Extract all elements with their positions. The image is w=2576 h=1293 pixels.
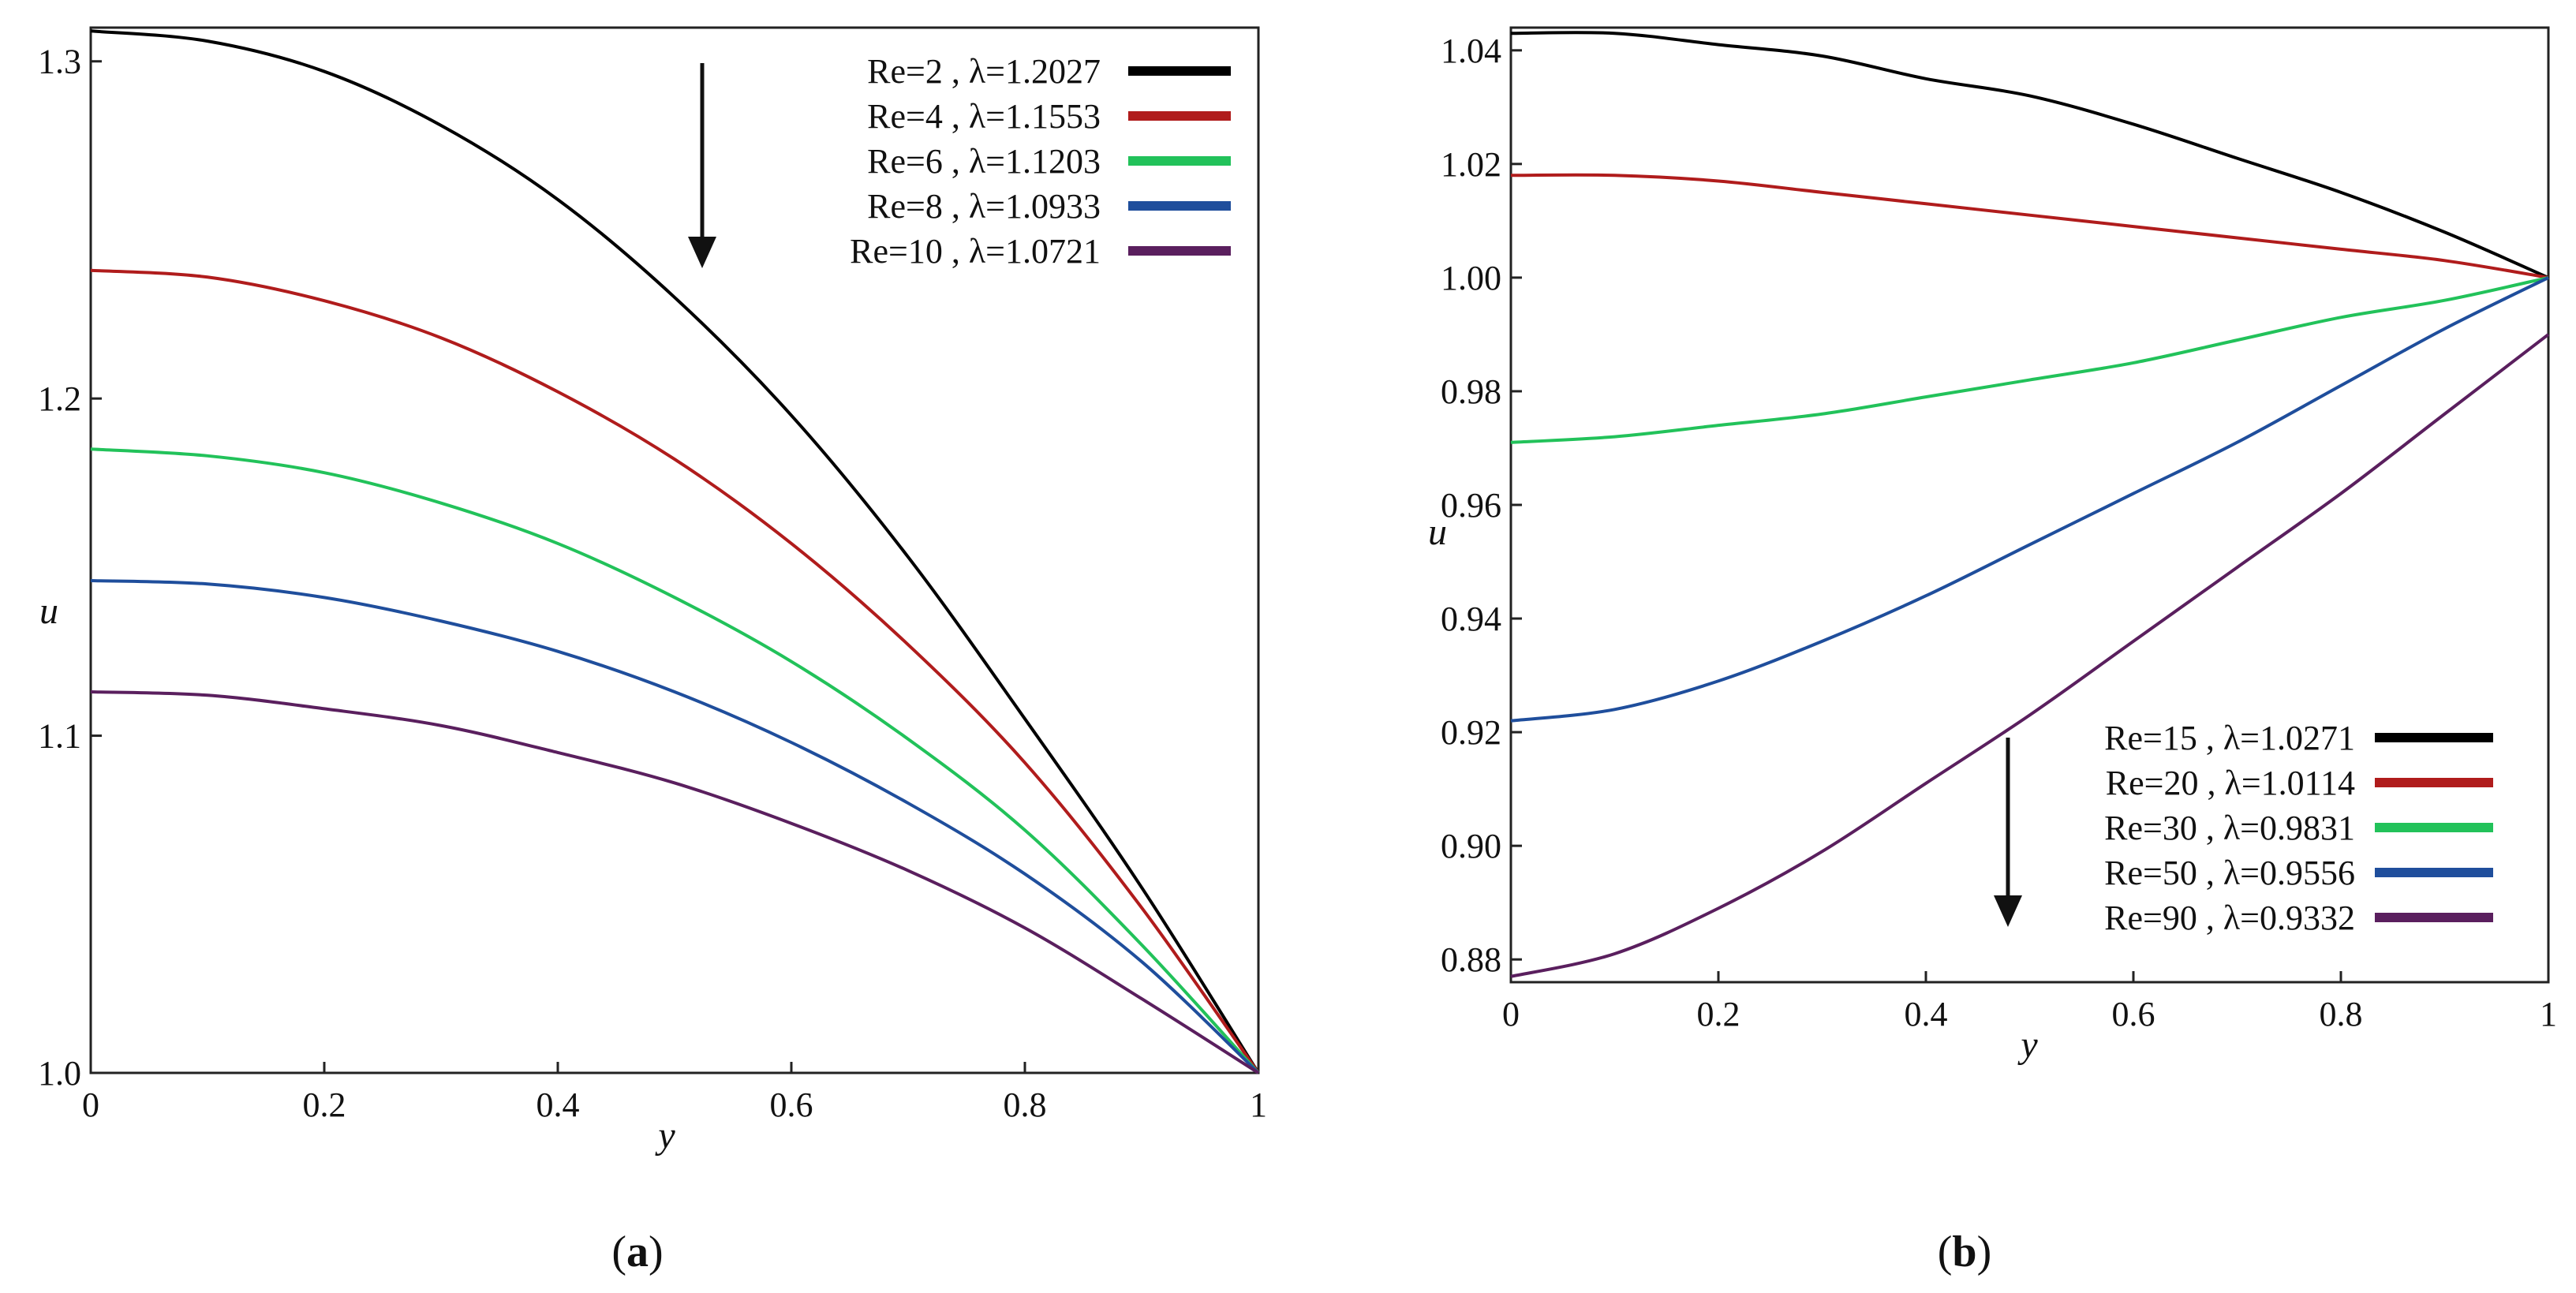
legend-label: Re=2 , λ=1.2027 xyxy=(867,52,1101,91)
x-tick-label: 0.2 xyxy=(1697,995,1740,1033)
series-line-re-50 xyxy=(1510,276,2549,723)
legend-label: Re=90 , λ=0.9332 xyxy=(2104,899,2355,937)
x-axis-label: y xyxy=(654,1115,675,1157)
y-tick-label: 1.04 xyxy=(1441,32,1501,70)
legend: Re=2 , λ=1.2027 Re=4 , λ=1.1553 Re=6 , λ=1… xyxy=(850,52,1231,271)
x-tick-label: 0 xyxy=(1502,995,1520,1033)
y-axis-label: u xyxy=(1428,511,1447,553)
series-lines xyxy=(90,29,1260,1074)
y-tick-label: 1.3 xyxy=(38,43,81,81)
legend-label: Re=10 , λ=1.0721 xyxy=(850,232,1101,271)
x-tick-label: 0 xyxy=(82,1086,99,1124)
series-line-re-30 xyxy=(1510,275,2549,444)
caption-b: (b) xyxy=(1938,1228,1991,1276)
y-axis-label: u xyxy=(39,590,58,632)
y-tick-label: 0.92 xyxy=(1441,713,1501,752)
y-tick-label: 0.96 xyxy=(1441,486,1501,525)
x-tick-label: 0.4 xyxy=(537,1086,580,1124)
x-tick-label: 0.6 xyxy=(2112,995,2155,1033)
panel-a-chart: 0 0.2 0.4 0.6 0.8 1 1.0 1.1 1.2 1.3 y u Re=2 , λ… xyxy=(38,26,1267,1276)
series-line-re-10 xyxy=(90,690,1260,1074)
legend-label: Re=30 , λ=0.9831 xyxy=(2104,809,2355,847)
y-tick-label: 0.94 xyxy=(1441,600,1501,638)
x-tick-label: 0.2 xyxy=(303,1086,346,1124)
trend-arrow xyxy=(688,63,716,268)
legend-label: Re=20 , λ=1.0114 xyxy=(2106,764,2355,802)
series-line-re-6 xyxy=(90,447,1260,1074)
y-tick-label: 1.00 xyxy=(1441,259,1501,297)
y-tick-label: 1.0 xyxy=(38,1054,81,1093)
series-line-re-90 xyxy=(1510,333,2550,978)
x-tick-label: 0.8 xyxy=(2320,995,2363,1033)
panel-b-chart: 0 0.2 0.4 0.6 0.8 1 0.88 0.90 0.92 0.94 0.96 0.98 1… xyxy=(1428,26,2557,1276)
legend-label: Re=8 , λ=1.0933 xyxy=(867,187,1101,226)
legend-label: Re=50 , λ=0.9556 xyxy=(2104,854,2355,892)
x-tick-label: 1 xyxy=(2540,995,2557,1033)
x-axis-label: y xyxy=(2017,1024,2038,1066)
series-line-re-20 xyxy=(1510,173,2549,279)
x-ticks: 0 0.2 0.4 0.6 0.8 1 xyxy=(82,1062,1267,1124)
series-line-re-2 xyxy=(90,29,1260,1074)
x-tick-label: 0.4 xyxy=(1905,995,1948,1033)
y-tick-label: 0.88 xyxy=(1441,940,1501,979)
y-tick-label: 0.98 xyxy=(1441,372,1501,411)
series-line-re-15 xyxy=(1510,31,2549,279)
y-tick-label: 0.90 xyxy=(1441,827,1501,865)
y-ticks: 0.88 0.90 0.92 0.94 0.96 0.98 1.00 1.02 1.04 xyxy=(1441,32,1522,979)
series-line-re-4 xyxy=(90,268,1260,1074)
legend-label: Re=4 , λ=1.1553 xyxy=(867,97,1101,136)
y-tick-label: 1.2 xyxy=(38,379,81,418)
series-line-re-8 xyxy=(90,578,1260,1074)
legend-label: Re=6 , λ=1.1203 xyxy=(867,142,1101,181)
x-tick-label: 1 xyxy=(1250,1086,1267,1124)
y-ticks: 1.0 1.1 1.2 1.3 xyxy=(38,43,102,1093)
plot-frame xyxy=(89,26,1260,1074)
y-tick-label: 1.1 xyxy=(38,717,81,756)
x-ticks: 0 0.2 0.4 0.6 0.8 1 xyxy=(1502,971,2557,1033)
x-tick-label: 0.6 xyxy=(770,1086,813,1124)
caption-a: (a) xyxy=(611,1228,663,1276)
legend: Re=15 , λ=1.0271 Re=20 , λ=1.0114 Re=30 , … xyxy=(2104,719,2493,937)
series-lines xyxy=(1510,31,2550,978)
trend-arrow xyxy=(1994,738,2022,927)
y-tick-label: 1.02 xyxy=(1441,145,1501,184)
x-tick-label: 0.8 xyxy=(1004,1086,1047,1124)
legend-label: Re=15 , λ=1.0271 xyxy=(2104,719,2355,757)
